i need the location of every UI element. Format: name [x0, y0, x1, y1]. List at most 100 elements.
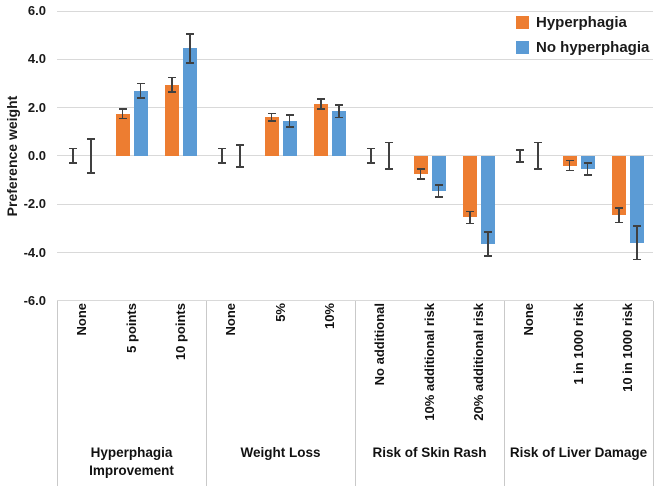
errorbar-no-hyperphagia-none-lower-cap [235, 166, 244, 168]
bar-no-hyperphagia-20-additional-risk [481, 155, 496, 245]
errorbar-hyperphagia-20-additional-risk [469, 211, 471, 224]
errorbar-no-hyperphagia-10-lower-cap [335, 116, 344, 118]
errorbar-hyperphagia-no-additional-upper-cap [366, 147, 375, 150]
group-divider [354, 300, 356, 486]
errorbar-hyperphagia-10-additional-risk-lower-cap [416, 178, 425, 180]
errorbar-no-hyperphagia-none [90, 138, 92, 173]
group-divider [503, 300, 505, 486]
y-tick-4.0: 4.0 [27, 51, 46, 67]
errorbar-no-hyperphagia-no-additional-lower-cap [384, 168, 393, 170]
errorbar-hyperphagia-none [72, 148, 74, 164]
errorbar-no-hyperphagia-5-points [139, 83, 142, 98]
errorbar-no-hyperphagia-none [537, 142, 539, 170]
gridline-y--4.0 [57, 252, 653, 253]
errorbar-no-hyperphagia-20-additional-risk-lower-cap [484, 255, 493, 257]
category-label-none: None [222, 303, 238, 336]
errorbar-hyperphagia-5-points [121, 108, 124, 119]
y-tick--2.0: -2.0 [23, 196, 46, 212]
errorbar-hyperphagia-10-lower-cap [317, 108, 326, 110]
bar-hyperphagia-5-points [115, 113, 130, 156]
bar-no-hyperphagia-10-in-1000-risk [630, 155, 645, 243]
errorbar-no-hyperphagia-5-points-lower-cap [136, 97, 145, 99]
category-label-5: 5% [272, 303, 288, 322]
errorbar-no-hyperphagia-10-additional-risk-lower-cap [434, 196, 443, 198]
errorbar-no-hyperphagia-none-upper-cap [533, 141, 542, 144]
errorbar-hyperphagia-no-additional [370, 148, 372, 164]
errorbar-hyperphagia-20-additional-risk-lower-cap [466, 222, 475, 225]
errorbar-hyperphagia-1-in-1000-risk-upper-cap [565, 159, 574, 162]
gridline-y-0.0 [57, 155, 653, 157]
errorbar-hyperphagia-none-lower-cap [515, 161, 524, 163]
bar-no-hyperphagia-10-points [183, 48, 198, 156]
errorbar-hyperphagia-5 [270, 113, 273, 121]
group-divider [56, 300, 58, 486]
bar-no-hyperphagia-10-additional-risk [431, 155, 446, 191]
group-label-weight-loss: Weight Loss [240, 445, 321, 460]
errorbar-hyperphagia-none-upper-cap [68, 147, 77, 150]
errorbar-hyperphagia-20-additional-risk-upper-cap [466, 210, 475, 213]
errorbar-hyperphagia-none [221, 148, 223, 164]
category-label-5-points: 5 points [123, 303, 139, 353]
category-label-1-in-1000-risk: 1 in 1000 risk [570, 303, 586, 385]
errorbar-hyperphagia-1-in-1000-risk [568, 160, 571, 171]
errorbar-hyperphagia-none [519, 149, 521, 162]
errorbar-hyperphagia-none-lower-cap [68, 162, 77, 164]
errorbar-hyperphagia-none-lower-cap [217, 162, 226, 164]
errorbar-hyperphagia-none-upper-cap [515, 149, 524, 151]
y-tick-6.0: 6.0 [27, 3, 46, 18]
errorbar-hyperphagia-10-additional-risk-upper-cap [416, 168, 425, 170]
bar-hyperphagia-10 [314, 103, 329, 156]
errorbar-no-hyperphagia-10-additional-risk [437, 184, 440, 197]
errorbar-no-hyperphagia-none [239, 145, 241, 167]
errorbar-hyperphagia-5-points-upper-cap [118, 108, 127, 110]
group-divider [205, 300, 207, 486]
errorbar-no-hyperphagia-5 [288, 114, 291, 127]
group-divider [652, 300, 654, 486]
errorbar-hyperphagia-1-in-1000-risk-lower-cap [565, 169, 574, 172]
gridline-y-4.0 [57, 58, 653, 60]
errorbar-hyperphagia-10-in-1000-risk [618, 207, 620, 223]
errorbar-hyperphagia-10-points [171, 77, 173, 92]
errorbar-no-hyperphagia-10-in-1000-risk-upper-cap [633, 225, 642, 227]
errorbar-no-hyperphagia-10 [338, 105, 340, 118]
gridline-y-2.0 [57, 107, 653, 109]
bar-hyperphagia-10-points [165, 84, 180, 156]
gridline-y-6.0 [57, 10, 653, 12]
errorbar-hyperphagia-5-points-lower-cap [118, 117, 127, 120]
errorbar-hyperphagia-10-additional-risk [419, 169, 422, 179]
errorbar-no-hyperphagia-1-in-1000-risk-upper-cap [583, 162, 592, 164]
bar-hyperphagia-5 [264, 117, 279, 156]
category-label-10: 10% [322, 303, 338, 330]
errorbar-no-hyperphagia-no-additional-upper-cap [384, 141, 393, 144]
errorbar-no-hyperphagia-none-lower-cap [86, 172, 95, 174]
errorbar-no-hyperphagia-20-additional-risk [487, 231, 489, 257]
y-tick-0.0: 0.0 [27, 147, 46, 163]
errorbar-hyperphagia-5-lower-cap [267, 120, 276, 122]
bar-no-hyperphagia-10 [332, 111, 347, 156]
category-label-10-points: 10 points [173, 303, 189, 361]
errorbar-hyperphagia-10 [320, 99, 322, 109]
errorbar-no-hyperphagia-10-in-1000-risk [636, 225, 638, 260]
errorbar-no-hyperphagia-5-lower-cap [285, 126, 294, 128]
errorbar-hyperphagia-10-in-1000-risk-upper-cap [615, 207, 624, 209]
errorbar-no-hyperphagia-no-additional [388, 142, 390, 170]
category-label-none: None [520, 303, 536, 336]
category-label-10-additional-risk: 10% additional risk [421, 303, 437, 421]
gridline-y--2.0 [57, 203, 653, 205]
group-label-risk-of-skin-rash: Risk of Skin Rash [372, 445, 487, 460]
errorbar-no-hyperphagia-none-lower-cap [533, 168, 542, 170]
errorbar-no-hyperphagia-10-points-upper-cap [186, 33, 195, 35]
errorbar-no-hyperphagia-5-points-upper-cap [136, 82, 145, 85]
errorbar-hyperphagia-10-in-1000-risk-lower-cap [615, 221, 624, 224]
errorbar-hyperphagia-10-points-lower-cap [168, 91, 177, 93]
category-label-no-additional: No additional [371, 303, 387, 386]
errorbar-hyperphagia-no-additional-lower-cap [366, 162, 375, 164]
errorbar-hyperphagia-5-upper-cap [267, 112, 276, 115]
bar-hyperphagia-10-in-1000-risk [612, 155, 627, 216]
legend-label-no-hyperphagia: No hyperphagia [536, 38, 650, 56]
group-label-risk-of-liver-damage: Risk of Liver Damage [509, 445, 648, 460]
errorbar-hyperphagia-none-upper-cap [217, 147, 226, 150]
errorbar-no-hyperphagia-10-additional-risk-upper-cap [434, 184, 443, 186]
legend-item-hyperphagia: Hyperphagia [516, 14, 649, 31]
